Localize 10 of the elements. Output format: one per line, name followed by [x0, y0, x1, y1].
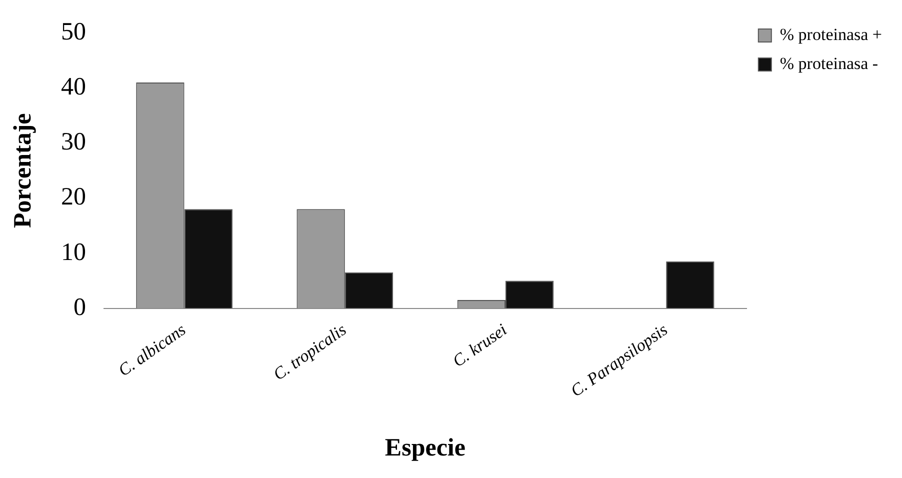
legend-label: % proteinasa - — [780, 54, 878, 73]
y-tick-label: 0 — [74, 294, 86, 321]
y-tick-label: 50 — [61, 18, 86, 46]
y-tick-label: 10 — [61, 238, 86, 266]
y-tick-label: 30 — [61, 128, 86, 156]
y-tick-label: 40 — [61, 74, 86, 101]
y-axis-title: Porcentaje — [9, 113, 36, 228]
legend-label: % proteinasa + — [780, 24, 882, 44]
x-axis-title: Especie — [384, 434, 466, 462]
y-tick-label: 20 — [61, 184, 86, 211]
